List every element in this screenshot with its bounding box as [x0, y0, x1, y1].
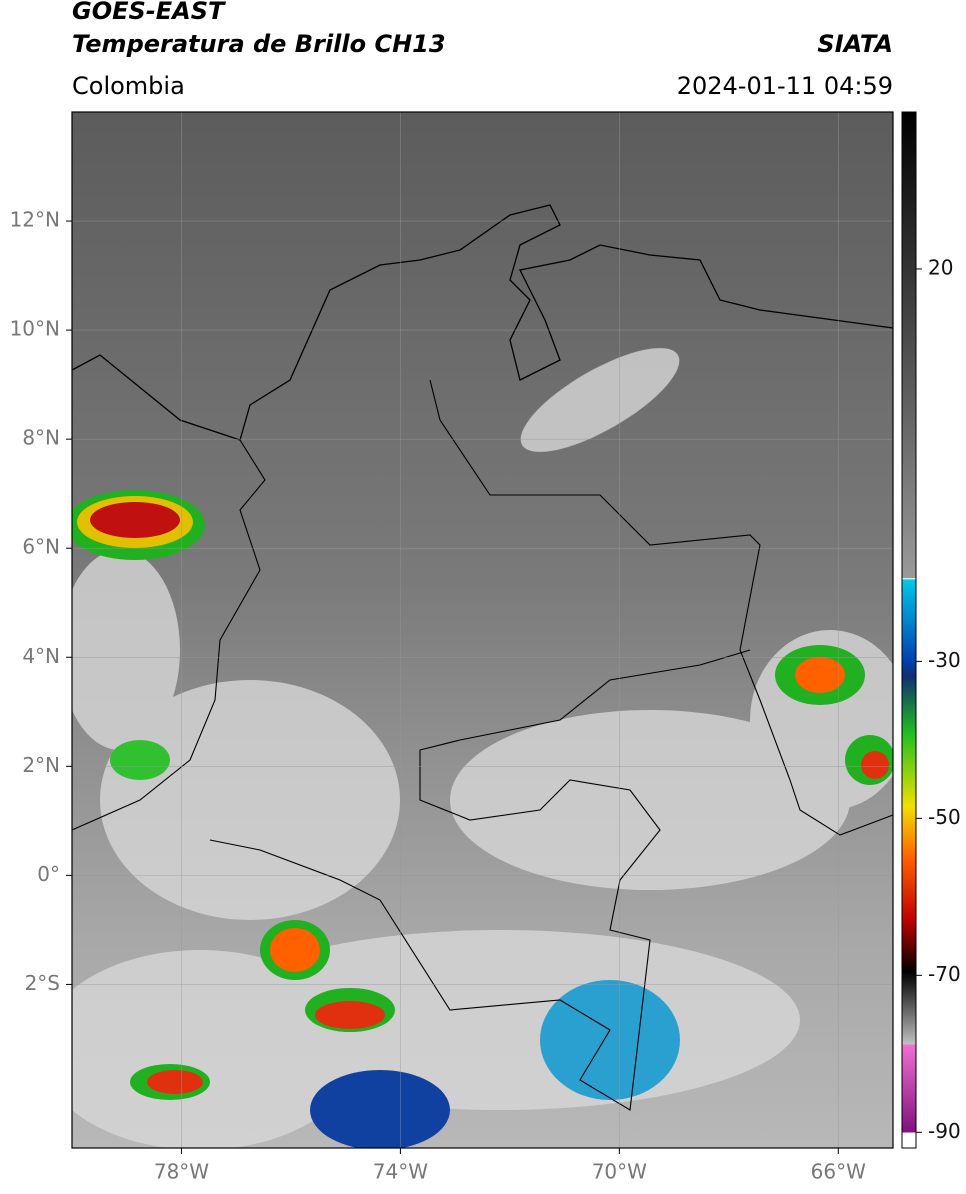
region: Colombia	[72, 72, 185, 100]
datetime: 2024-01-11 04:59	[677, 72, 893, 100]
source: SIATA	[817, 30, 893, 58]
y-tick-label: 2°S	[25, 971, 60, 995]
colorbar-tick-label: -30	[928, 648, 961, 672]
title: GOES-EAST	[72, 0, 226, 25]
x-tick-label: 66°W	[811, 1160, 866, 1184]
satellite-image	[72, 112, 893, 1148]
y-tick-label: 4°N	[22, 644, 60, 668]
coastline	[72, 204, 893, 441]
y-tick-label: 10°N	[10, 317, 60, 341]
colorbar-tick-label: 20	[928, 255, 953, 279]
map-frame	[71, 111, 894, 1149]
y-tick-label: 6°N	[22, 535, 60, 559]
y-tick-label: 0°	[37, 862, 60, 886]
colorbar	[901, 111, 917, 1149]
x-tick-label: 78°W	[154, 1160, 209, 1184]
cloud-fields	[72, 348, 893, 1148]
x-tick-label: 74°W	[373, 1160, 428, 1184]
y-tick-label: 8°N	[22, 426, 60, 450]
subtitle: Temperatura de Brillo CH13	[72, 30, 446, 58]
colorbar-tick-label: -70	[928, 962, 961, 986]
graticule	[72, 112, 893, 1148]
borders	[72, 379, 893, 1111]
x-tick-label: 70°W	[592, 1160, 647, 1184]
y-tick-label: 2°N	[22, 753, 60, 777]
y-tick-label: 12°N	[10, 208, 60, 232]
colorbar-tick-label: -90	[928, 1119, 961, 1143]
colorbar-tick-label: -50	[928, 805, 961, 829]
convective-cells	[72, 490, 893, 1148]
